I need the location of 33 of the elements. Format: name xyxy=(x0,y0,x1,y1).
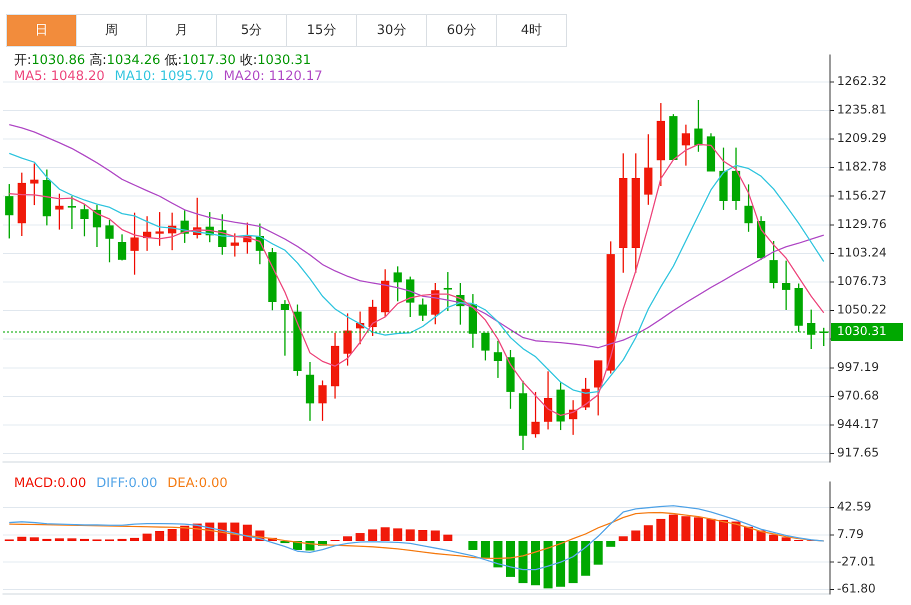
text: 周 xyxy=(77,15,147,46)
text: 日 xyxy=(7,15,77,46)
y-tick-label: 1182.78 xyxy=(837,160,887,174)
y-tick-label: -61.80 xyxy=(837,582,876,596)
text: 60分 xyxy=(427,15,497,46)
y-tick-label: 1262.32 xyxy=(837,74,887,88)
text: 30分 xyxy=(357,15,427,46)
y-tick-label: 1156.27 xyxy=(837,188,887,202)
y-tick-label: 1103.24 xyxy=(837,246,887,260)
text: 5分 xyxy=(217,15,287,46)
y-tick-label: 944.17 xyxy=(837,417,879,432)
y-tick-label: 1209.29 xyxy=(837,131,887,146)
ref-line-label: 1030.31 xyxy=(837,324,887,338)
y-tick-label: 42.59 xyxy=(837,500,872,514)
text: MA20: 1120.17 xyxy=(224,69,322,84)
text: 15分 xyxy=(287,15,357,46)
text: DEA:0.00 xyxy=(167,476,228,491)
y-tick-label: -27.01 xyxy=(837,554,876,568)
text: 4时 xyxy=(497,15,567,46)
y-tick-label: 917.65 xyxy=(837,446,879,460)
annotation: 开:1030.86 高:1034.26 低:1017.30 收:1030.31 xyxy=(14,53,311,68)
text: DIFF:0.00 xyxy=(96,476,158,491)
text: MACD:0.00 xyxy=(14,476,86,491)
y-tick-label: 7.79 xyxy=(837,527,864,542)
y-tick-label: 1076.73 xyxy=(837,274,887,288)
y-tick-label: 997.19 xyxy=(837,360,879,374)
y-tick-label: 970.68 xyxy=(837,388,879,402)
y-tick-label: 1235.81 xyxy=(837,102,887,117)
y-tick-label: 1129.76 xyxy=(837,216,887,231)
y-tick-label: 1050.22 xyxy=(837,302,887,317)
text: MA5: 1048.20 xyxy=(14,69,105,84)
text: 月 xyxy=(147,15,217,46)
text: MA10: 1095.70 xyxy=(114,69,214,84)
